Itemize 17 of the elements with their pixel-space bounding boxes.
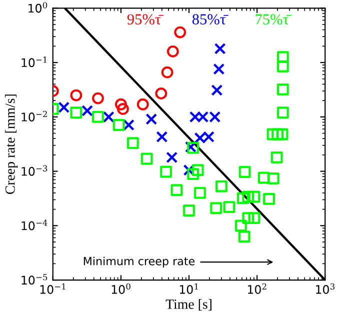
y-tick-label: 10$^{−1}$: [22, 56, 47, 68]
y-tick-label: 10$^{−3}$: [22, 165, 48, 176]
y-tick-label: 10$^{−5}$: [22, 274, 48, 285]
y-tick-label: 10$^{−4}$: [22, 220, 48, 230]
x-tick-label: 10$^{−1}$: [40, 283, 66, 294]
annotation: Minimum creep rate: [84, 256, 195, 268]
x-axis-title: Time [s]: [166, 299, 212, 311]
x-tick-label: 10$^{1}$: [180, 283, 198, 294]
x-tick-label: 10$^{2}$: [248, 283, 266, 294]
y-axis-title: Creep rate [mm/s]: [5, 94, 18, 194]
series-label: 95%τ̄: [127, 14, 164, 25]
x-tick-label: 10$^{0}$: [112, 283, 130, 294]
series-label: 75%τ̄: [256, 14, 292, 25]
x-tick-label: 10$^{3}$: [316, 283, 334, 294]
series-label: 85%τ̄: [192, 14, 228, 25]
y-tick-label: 10$^{0}$: [28, 2, 48, 13]
y-tick-label: 10$^{−2}$: [22, 110, 47, 122]
